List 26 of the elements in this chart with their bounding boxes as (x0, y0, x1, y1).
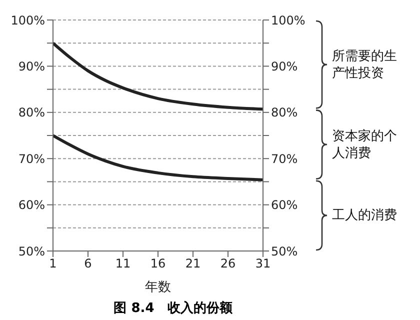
x-tick-label: 11 (115, 256, 131, 271)
y2-tick-label: 60% (271, 198, 298, 212)
line-series (53, 42, 263, 111)
y2-tick-label: 80% (271, 106, 298, 120)
text: 所需要的生产性投资 (332, 48, 398, 83)
text: 工人的消费 (332, 206, 398, 225)
y-tick-label: 50% (18, 244, 45, 258)
text: 资本家的个人消费 (332, 128, 398, 162)
x-tick-label: 26 (220, 256, 236, 271)
x-tick-label: 16 (150, 256, 166, 271)
y-tick-label: 60% (18, 198, 45, 212)
y2-tick-label: 50% (271, 244, 298, 258)
x-tick-label: 6 (84, 256, 92, 271)
y-tick-label: 90% (18, 59, 45, 74)
y-tick-label: 80% (18, 106, 45, 120)
text: 图 8.4 收入的份额 (112, 300, 234, 317)
line-series (53, 134, 263, 182)
x-tick-label: 21 (185, 256, 201, 271)
y2-tick-label: 100% (271, 13, 306, 28)
x-axis-title: 年数 (145, 280, 171, 295)
x-tick-label: 31 (255, 256, 271, 271)
y-tick-label: 100% (10, 13, 45, 28)
x-tick-label: 1 (49, 256, 57, 271)
y2-tick-label: 70% (271, 152, 298, 166)
y-tick-label: 70% (18, 152, 45, 166)
y2-tick-label: 90% (271, 59, 298, 74)
